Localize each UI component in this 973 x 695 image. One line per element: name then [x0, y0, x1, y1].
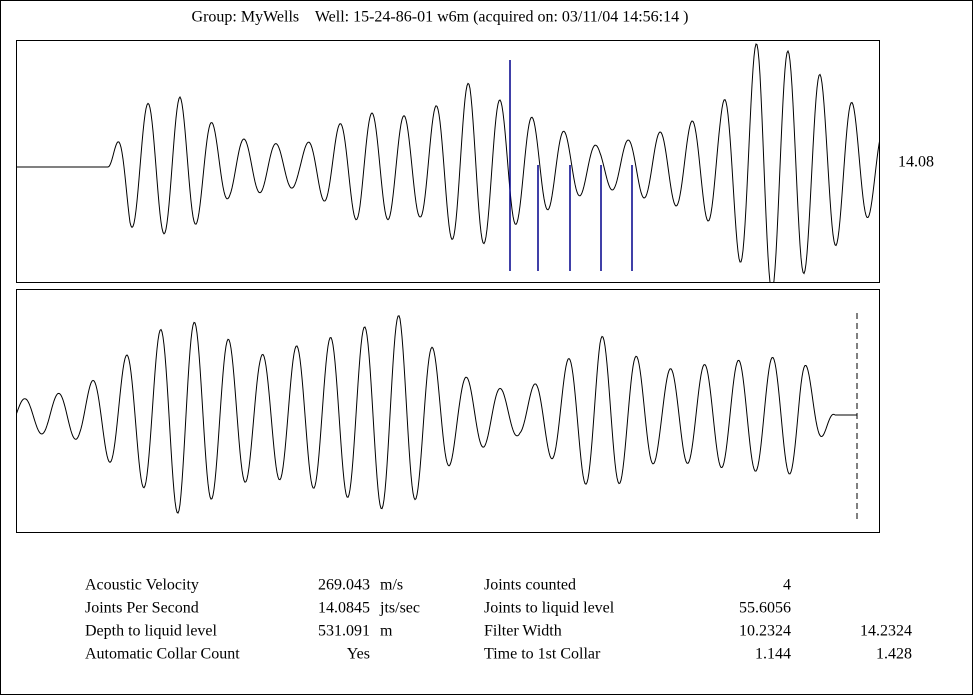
param-unit: m/s — [380, 577, 403, 594]
top-panel — [16, 40, 880, 283]
param-value: 14.0845 — [318, 600, 370, 617]
param-label: Acoustic Velocity — [85, 577, 199, 594]
title: Group: MyWells Well: 15-24-86-01 w6m (ac… — [192, 9, 689, 26]
marker-label: 14.08 — [898, 154, 934, 171]
waveform — [16, 315, 836, 514]
param-label: Automatic Collar Count — [85, 646, 240, 663]
param-label: Time to 1st Collar — [484, 646, 601, 663]
param-label: Joints counted — [484, 577, 576, 594]
param-value: 10.2324 — [739, 623, 791, 640]
bottom-panel — [16, 289, 880, 533]
param-extra: 1.428 — [876, 646, 912, 663]
param-value: 1.144 — [755, 646, 791, 663]
param-value: 4 — [783, 577, 791, 594]
param-unit: jts/sec — [379, 600, 420, 617]
param-extra: 14.2324 — [860, 623, 912, 640]
param-value: 55.6056 — [739, 600, 791, 617]
waveform — [16, 43, 880, 283]
param-label: Filter Width — [484, 623, 562, 640]
param-unit: m — [380, 623, 393, 640]
param-label: Joints Per Second — [85, 600, 199, 617]
collar-markers — [509, 60, 633, 271]
param-value: 269.043 — [318, 577, 370, 594]
param-label: Depth to liquid level — [85, 623, 218, 640]
param-label: Joints to liquid level — [484, 600, 615, 617]
param-value: 531.091 — [318, 623, 370, 640]
param-value: Yes — [347, 646, 370, 663]
